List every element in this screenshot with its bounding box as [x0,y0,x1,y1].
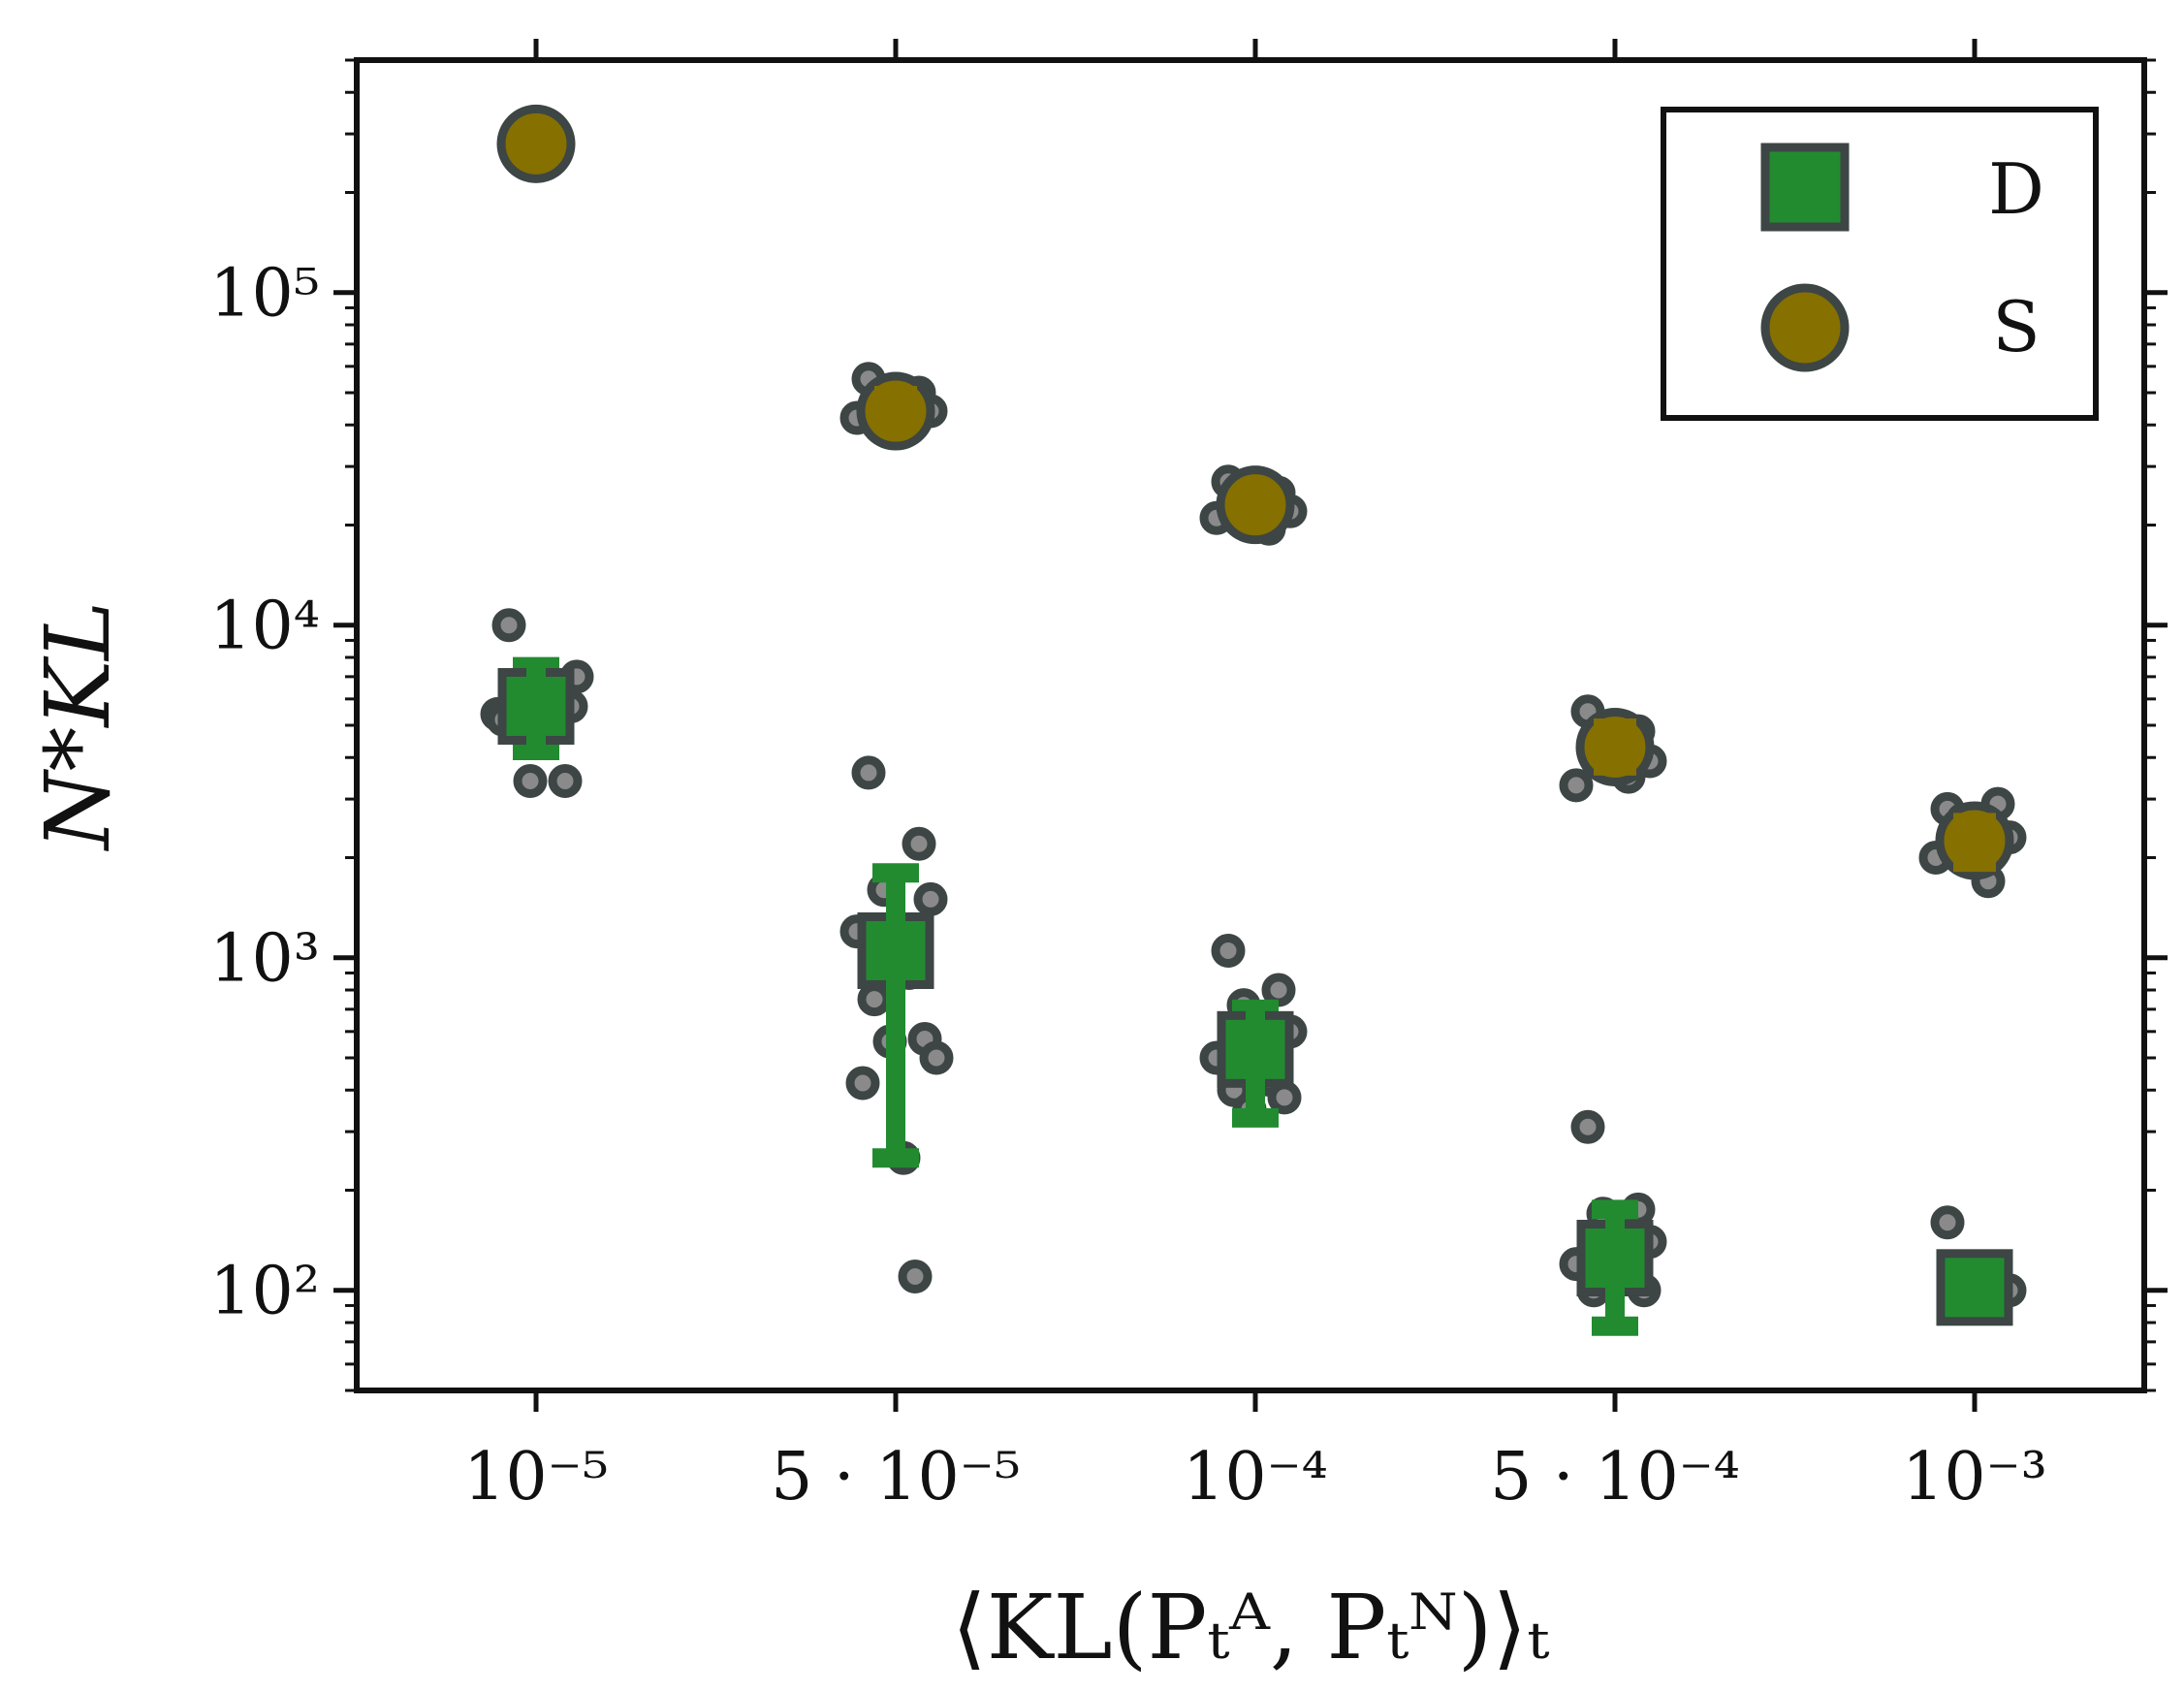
x-axis-title: ⟨KL(Pₜᴬ, Pₜᴺ)⟩ₜ [952,1576,1550,1679]
legend-label-d: D [1988,148,2044,230]
legend: D S [1661,107,2099,421]
sample-point-d [845,1066,880,1101]
sample-point-d [1261,973,1296,1007]
legend-marker-s-circle [1760,283,1850,372]
y-tick-label: 10⁵ [209,256,320,333]
y-axis-title: N*KL [26,601,130,851]
x-tick-label: 5 · 10⁻⁴ [1490,1439,1740,1516]
legend-label-s: S [1992,286,2040,367]
sample-point-d [513,763,548,798]
sample-point-d [902,826,936,861]
sample-point-s [1559,768,1594,803]
mean-marker-s-circle [496,104,576,183]
sample-point-d [1211,933,1246,968]
x-tick-label: 10⁻³ [1902,1439,2047,1516]
x-tick-label: 5 · 10⁻⁵ [771,1439,1021,1516]
x-tick-label: 10⁻⁵ [463,1439,609,1516]
sample-point-d [1930,1205,1965,1240]
plot-area [480,104,2027,1336]
sample-point-d [857,982,892,1017]
sample-point-d [898,1260,933,1294]
sample-point-d [919,1040,954,1075]
legend-frame [1661,107,2099,421]
sample-point-d [1570,1109,1605,1144]
x-tick-label: 10⁻⁴ [1183,1439,1328,1516]
sample-point-d [548,763,583,798]
mean-marker-d-square [1936,1249,2013,1326]
axis-ticks: 10⁻⁵ 5 · 10⁻⁵ 10⁻⁴ 5 · 10⁻⁴ 10⁻³ 10² 10³ 10⁴ 10⁵ [209,39,2168,1516]
y-tick-label: 10² [209,1254,320,1330]
sample-point-d [913,881,948,916]
sample-point-d [851,755,886,790]
sample-point-d [1267,1080,1302,1115]
y-tick-label: 10³ [209,921,320,998]
legend-marker-d-square [1760,143,1850,232]
y-tick-label: 10⁴ [209,589,320,665]
sample-point-d [491,608,526,643]
